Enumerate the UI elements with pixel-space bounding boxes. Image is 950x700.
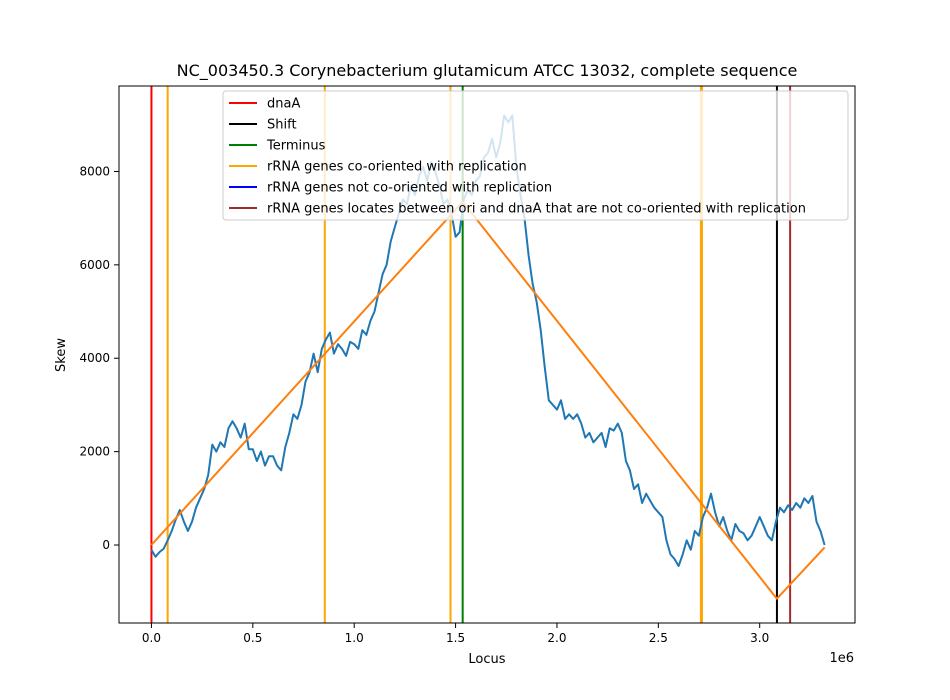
x-tick-label: 0.0 [142,631,161,645]
x-tick-label: 1.5 [446,631,465,645]
legend-label: Terminus [266,139,326,154]
y-tick-label: 8000 [79,164,110,178]
x-tick-label: 2.0 [547,631,566,645]
x-tick-label: 3.0 [750,631,769,645]
x-tick-label: 1.0 [345,631,364,645]
legend-label: rRNA genes locates between ori and dnaA … [267,202,806,217]
x-axis-label: Locus [468,652,505,667]
legend-label: rRNA genes not co-oriented with replicat… [267,181,552,196]
legend: dnaA Shift Terminus rRNA genes co-oriented … [222,90,849,221]
y-tick-label: 2000 [79,445,110,459]
legend-label: rRNA genes co-oriented with replication [267,160,527,175]
x-axis-ticks: 0.0 0.5 1.0 1.5 2.0 2.5 3.0 [142,623,769,645]
plot-frame [118,85,856,624]
y-tick-label: 0 [102,538,110,552]
y-tick-label: 6000 [79,258,110,272]
legend-label: Shift [267,118,297,133]
x-tick-label: 0.5 [243,631,262,645]
chart-title: NC_003450.3 Corynebacterium glutamicum A… [177,61,798,81]
legend-box [222,90,849,221]
legend-label: dnaA [267,97,300,112]
y-axis-label: Skew [54,338,69,372]
y-tick-label: 4000 [79,351,110,365]
x-tick-label: 2.5 [649,631,668,645]
x-axis-offset-label: 1e6 [829,651,854,666]
series-line-1 [150,200,826,600]
y-axis-ticks: 0 2000 4000 6000 8000 [79,164,119,552]
